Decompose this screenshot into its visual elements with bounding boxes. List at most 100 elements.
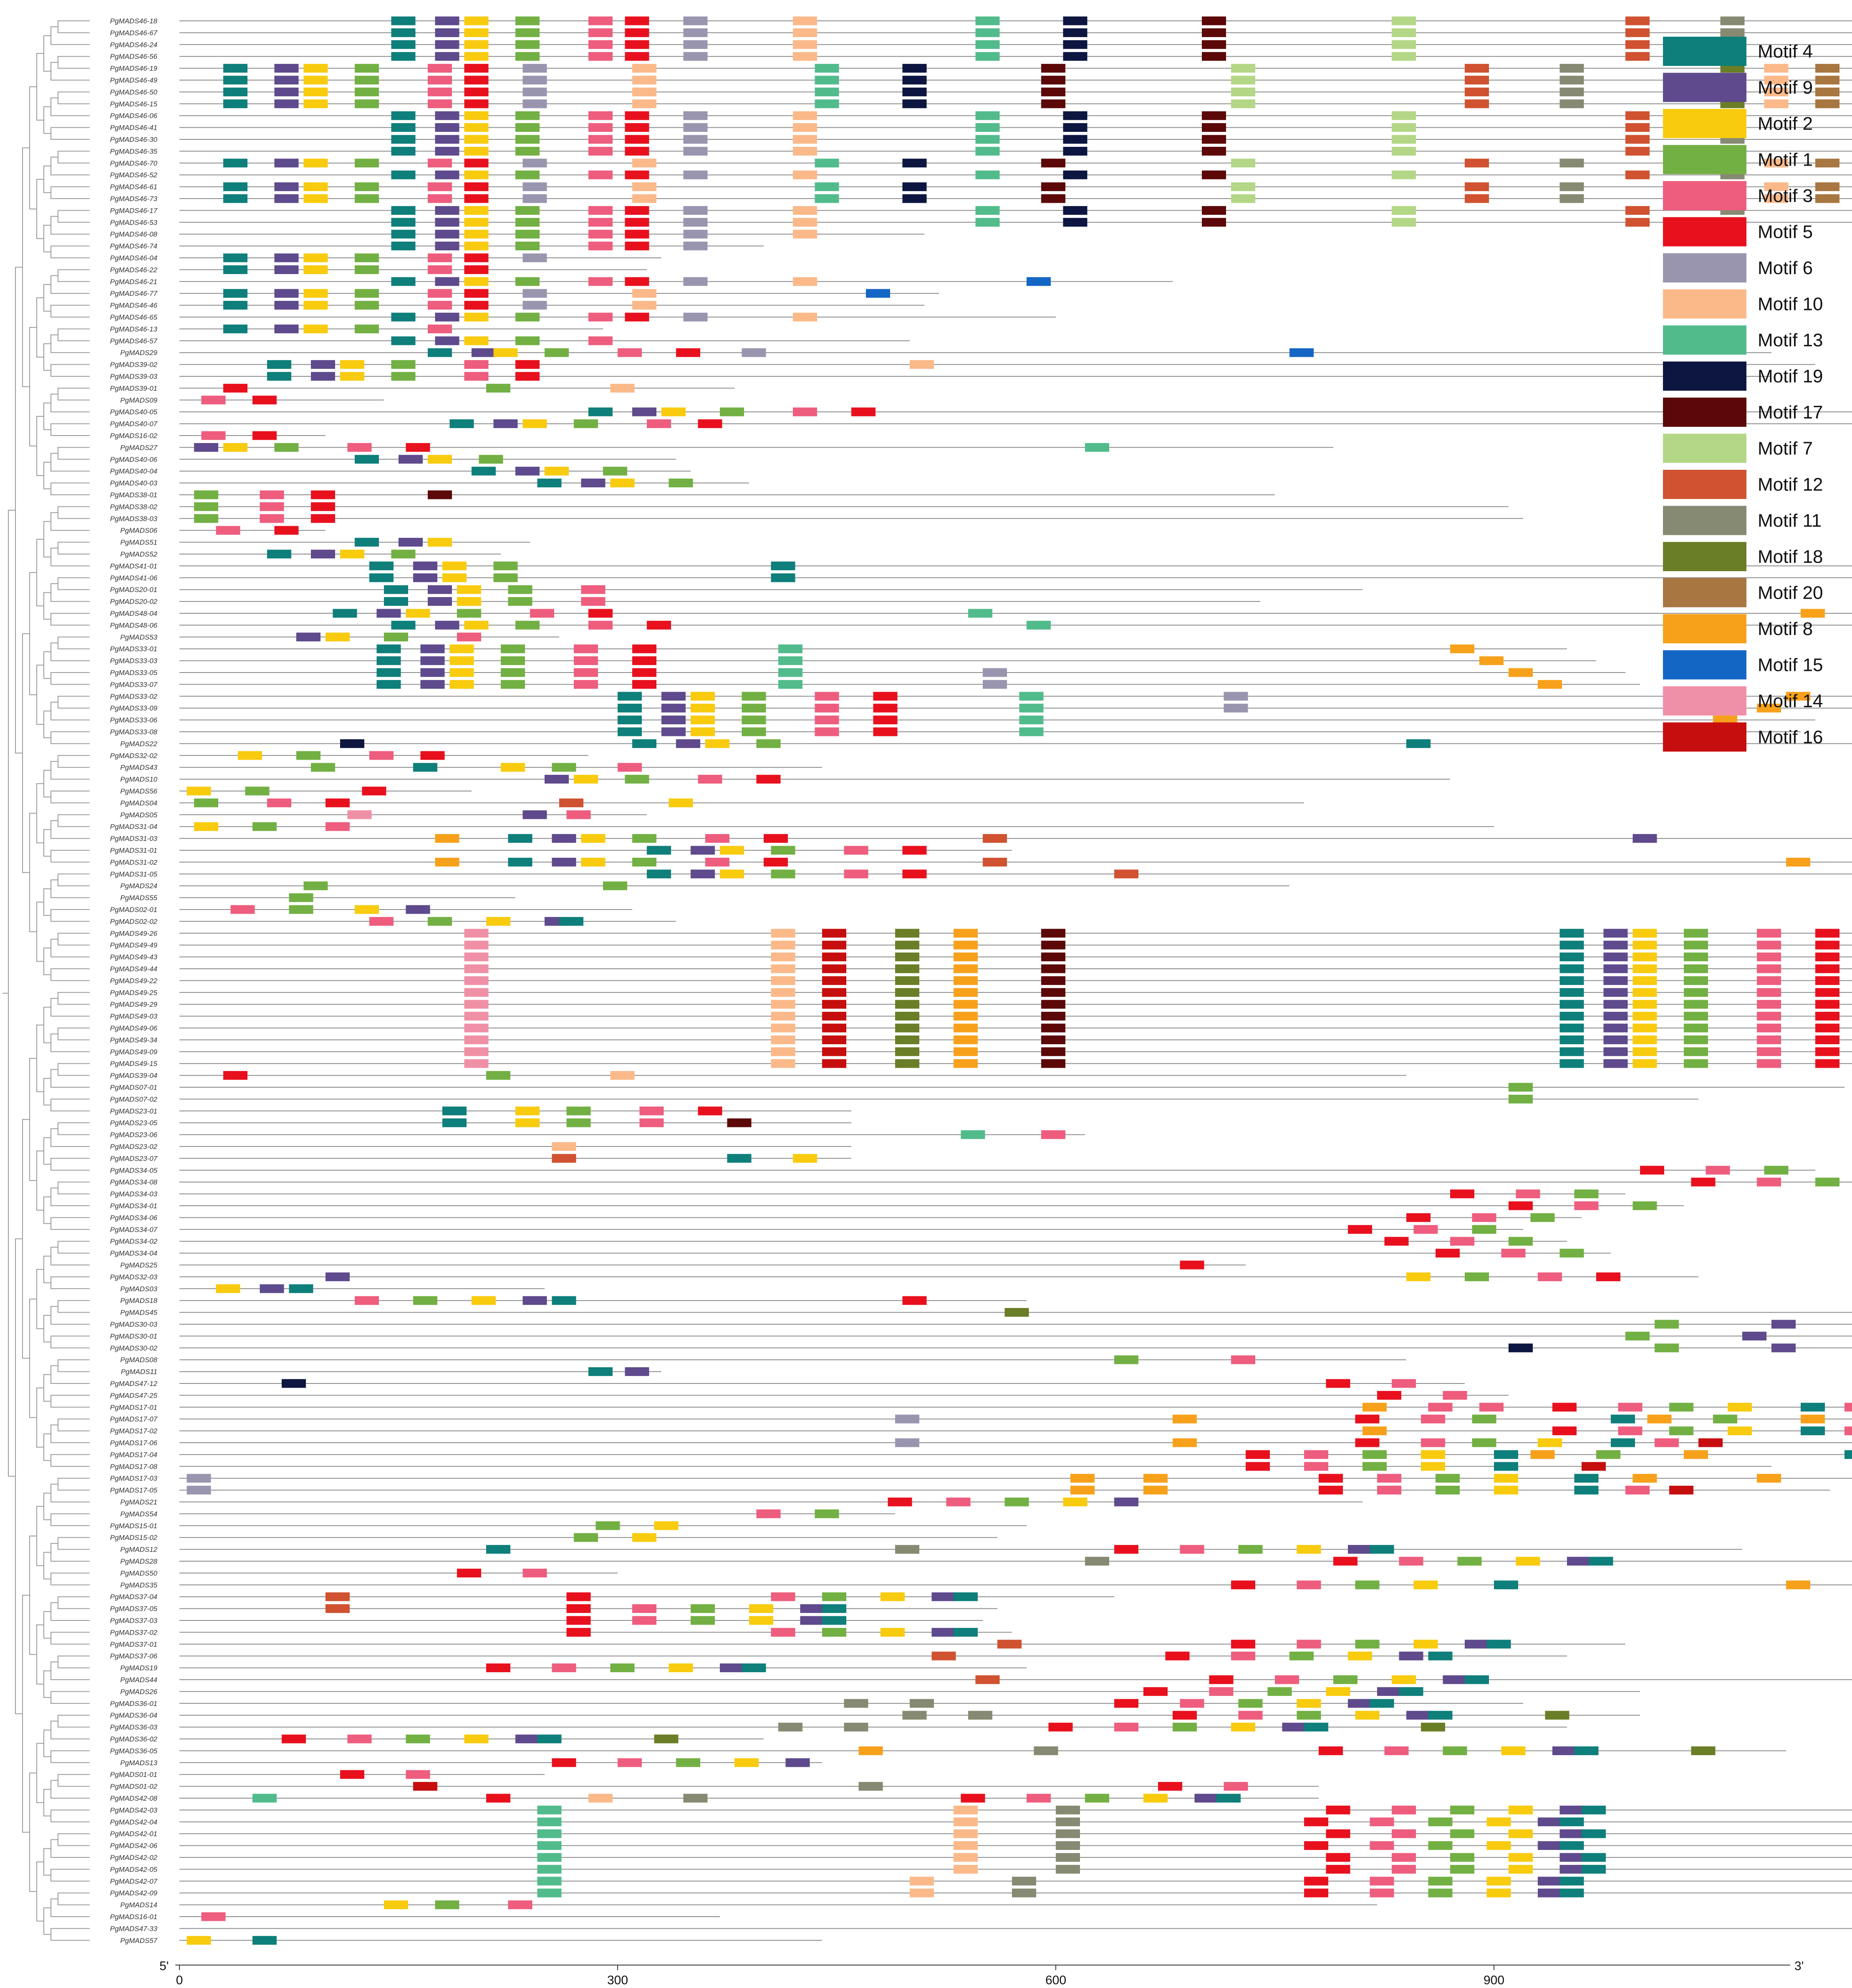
motif-1-block xyxy=(1669,1403,1693,1412)
motif-1-block xyxy=(1684,1059,1708,1068)
tree-clade xyxy=(58,1596,90,1609)
motif-1-block xyxy=(355,182,379,191)
gene-row: PgMADS33-03 xyxy=(110,656,1596,665)
motif-10-block xyxy=(793,16,817,25)
motif-9-block xyxy=(1348,1545,1372,1554)
motif-4-block xyxy=(223,253,247,262)
gene-row: PgMADS18 xyxy=(120,1296,1027,1305)
gene-row: PgMADS34-03 xyxy=(110,1189,1625,1199)
motif-1-block xyxy=(1655,1320,1679,1329)
legend-label: Motif 20 xyxy=(1758,583,1823,603)
motif-10-block xyxy=(771,1035,795,1044)
motif-5-block xyxy=(625,16,649,25)
motif-11-block xyxy=(1034,1746,1058,1755)
tree-clade xyxy=(43,1137,51,1165)
motif-13-block xyxy=(968,609,992,618)
motif-1-block xyxy=(355,159,379,168)
motif-8-block xyxy=(1173,1438,1197,1447)
motif-2-block xyxy=(464,170,489,179)
motif-6-block xyxy=(522,159,547,168)
motif-10-block xyxy=(588,1794,613,1803)
motif-1-block xyxy=(1428,1877,1453,1886)
tree-clade xyxy=(15,267,23,754)
motif-8-block xyxy=(954,988,978,997)
motif-3-block xyxy=(1224,1782,1248,1791)
motif-12-block xyxy=(552,1154,576,1163)
legend-item: Motif 11 xyxy=(1663,506,1822,535)
motif-12-block xyxy=(975,1675,1000,1684)
gene-label: PgMADS34-06 xyxy=(110,1214,158,1222)
motif-6-block xyxy=(1224,703,1248,713)
motif-17-block xyxy=(1041,1047,1065,1056)
gene-row: PgMADS52 xyxy=(120,549,501,559)
motif-4-block xyxy=(1611,1414,1635,1424)
motif-10-block xyxy=(793,170,817,179)
gene-row: PgMADS07-01 xyxy=(110,1083,1844,1092)
motif-4-block xyxy=(1559,1035,1584,1044)
motif-2-block xyxy=(1355,1711,1380,1720)
motif-10-block xyxy=(771,1047,795,1056)
motif-10-block xyxy=(793,206,817,215)
motif-17-block xyxy=(1041,99,1065,108)
motif-9-block xyxy=(661,716,686,725)
motif-17-block xyxy=(1202,28,1226,37)
motif-9-block xyxy=(1538,1888,1562,1897)
tree-clade xyxy=(58,932,90,946)
motif-4-block xyxy=(384,597,408,606)
motif-4-block xyxy=(384,585,408,594)
motif-9-block xyxy=(274,159,299,168)
motif-19-block xyxy=(1063,28,1087,37)
motif-9-block xyxy=(632,407,656,416)
motif-5-block xyxy=(1450,1189,1474,1199)
motif-16-block xyxy=(822,964,846,973)
motif-1-block xyxy=(1450,1853,1474,1862)
gene-label: PgMADS40-04 xyxy=(110,467,157,475)
motif-19-block xyxy=(1063,170,1087,179)
motif-5-block xyxy=(1304,1817,1328,1827)
motif-3-block xyxy=(428,182,452,191)
tree-clade xyxy=(29,572,37,695)
gene-label: PgMADS42-07 xyxy=(110,1877,158,1885)
gene-label: PgMADS33-01 xyxy=(110,645,157,653)
motif-18-block xyxy=(895,988,919,997)
motif-4-block xyxy=(391,123,416,132)
motif-5-block xyxy=(1355,1438,1380,1447)
tree-clade xyxy=(50,393,90,413)
gene-row: PgMADS40-05 xyxy=(110,407,1852,416)
gene-label: PgMADS33-06 xyxy=(110,716,158,724)
motif-1-block xyxy=(545,348,569,357)
motif-3-block xyxy=(588,40,613,49)
gene-row: PgMADS17-07 xyxy=(110,1414,1852,1424)
motif-19-block xyxy=(1063,146,1087,156)
motif-11-block xyxy=(1559,182,1584,191)
gene-label: PgMADS33-08 xyxy=(110,728,158,736)
motif-4-block xyxy=(267,372,291,381)
motif-17-block xyxy=(1202,16,1226,25)
motif-5-block xyxy=(625,218,649,227)
motif-5-block xyxy=(464,253,489,262)
gene-row: PgMADS57 xyxy=(120,1936,822,1945)
motif-2-block xyxy=(216,1284,240,1293)
motif-2-block xyxy=(303,64,328,73)
motif-10-block xyxy=(910,1888,934,1897)
motif-5-block xyxy=(1326,1865,1350,1874)
motif-3-block xyxy=(1370,1888,1394,1897)
motif-2-block xyxy=(493,348,518,357)
motif-6-block xyxy=(683,218,708,227)
motif-9-block xyxy=(1552,1746,1577,1755)
motif-1-block xyxy=(1267,1687,1292,1696)
gene-row: PgMADS21 xyxy=(120,1497,1363,1507)
motif-7-block xyxy=(1231,64,1255,73)
motif-5-block xyxy=(464,265,489,274)
legend-swatch xyxy=(1663,686,1746,716)
motif-1-block xyxy=(625,775,649,784)
motif-3-block xyxy=(260,502,284,511)
gene-row: PgMADS47-33 xyxy=(110,1925,1852,1933)
motif-18-block xyxy=(895,1023,919,1033)
motif-18-block xyxy=(895,1000,919,1009)
motif-5-block xyxy=(1158,1782,1182,1791)
gene-row: PgMADS36-03 xyxy=(110,1723,1567,1732)
gene-row: PgMADS20-02 xyxy=(110,597,1260,606)
motif-9-block xyxy=(691,846,715,855)
gene-row: PgMADS01-01 xyxy=(110,1770,545,1779)
